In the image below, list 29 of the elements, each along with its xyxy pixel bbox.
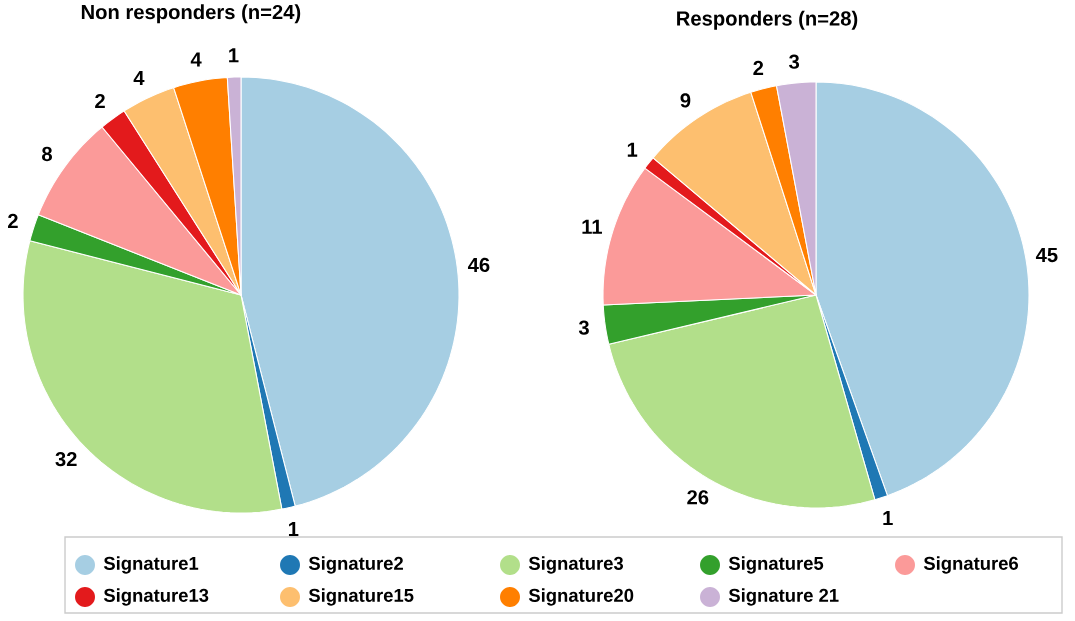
data-label: 1: [288, 522, 299, 536]
data-label: 2: [753, 60, 764, 75]
data-label: 3: [789, 54, 800, 69]
legend-label: Signature6: [923, 556, 1019, 574]
legend-label: Signature 21: [728, 588, 839, 606]
data-label: 3: [578, 320, 589, 335]
legend-label: Signature13: [103, 588, 209, 606]
data-label: 11: [582, 219, 602, 234]
data-label: 9: [680, 93, 691, 108]
data-label: 2: [95, 93, 105, 109]
legend-label: Signature1: [103, 556, 199, 574]
data-label: 26: [687, 490, 709, 505]
data-label: 1: [229, 48, 239, 63]
chart-title: Non responders (n=24): [81, 4, 301, 24]
legend-label: Signature5: [728, 556, 824, 574]
data-label: 4: [190, 52, 202, 67]
data-label: 1: [883, 511, 893, 525]
data-label: 2: [8, 213, 18, 228]
data-label: 46: [467, 257, 490, 273]
data-label: 45: [1035, 248, 1058, 263]
data-label: 4: [133, 71, 145, 85]
chart-title: Responders (n=28): [677, 10, 858, 30]
legend-label: Signature20: [528, 588, 634, 606]
data-label: 32: [55, 451, 77, 467]
legend-label: Signature3: [528, 556, 624, 574]
data-label: 1: [627, 142, 638, 157]
data-label: 8: [42, 146, 52, 162]
legend-label: Signature2: [308, 556, 403, 574]
legend-label: Signature15: [308, 588, 414, 606]
